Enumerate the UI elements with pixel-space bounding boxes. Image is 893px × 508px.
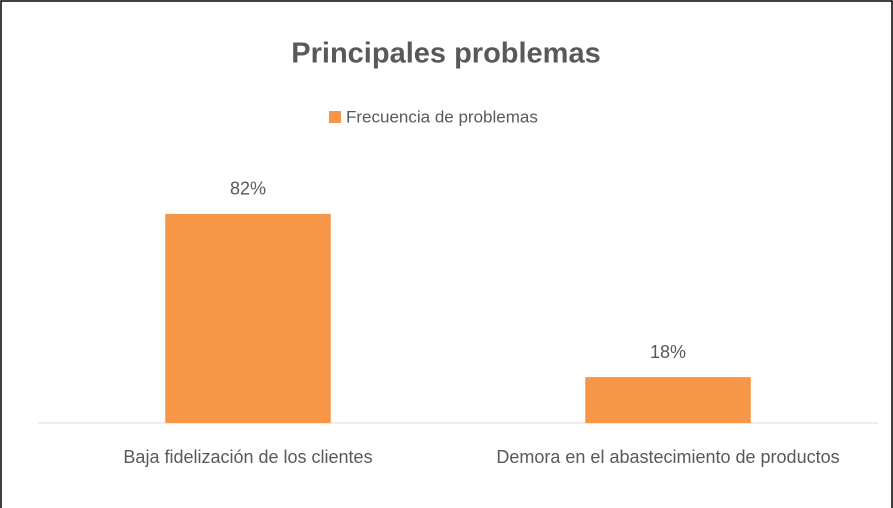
legend-swatch — [329, 111, 341, 123]
bar — [585, 377, 751, 423]
chart-title: Principales problemas — [291, 38, 600, 70]
x-tick-label: Demora en el abastecimiento de productos — [496, 447, 840, 467]
legend-label: Frecuencia de problemas — [346, 107, 538, 126]
bar — [165, 213, 331, 423]
x-tick-label: Baja fidelización de los clientes — [123, 447, 373, 467]
data-label: 82% — [230, 179, 266, 199]
data-label: 18% — [650, 342, 686, 362]
